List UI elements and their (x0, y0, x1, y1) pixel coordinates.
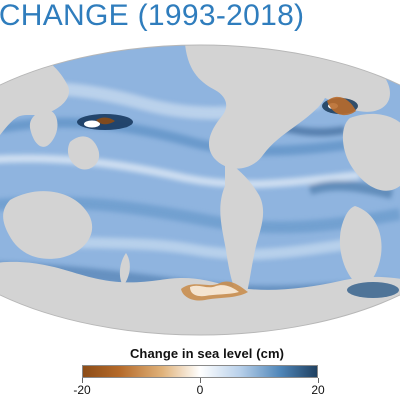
legend-color-bar (82, 365, 318, 378)
indonesia-island (29, 109, 58, 147)
south-america-land (220, 160, 264, 304)
legend-tick-mid (200, 378, 201, 383)
new-guinea-island (67, 136, 100, 170)
figure-title: EL CHANGE (1993-2018) (0, 0, 305, 32)
legend-title: Change in sea level (cm) (129, 346, 285, 361)
north-america-land (185, 45, 327, 169)
europe-africa-land (342, 113, 400, 191)
globe-border (0, 44, 400, 336)
legend-mid-label: 0 (196, 383, 204, 397)
legend-max-label: 20 (311, 383, 325, 397)
legend-bar-frame (82, 365, 318, 378)
africa-south-land (339, 206, 382, 286)
australia-land (3, 191, 93, 259)
new-zealand-island (119, 253, 130, 286)
negative-hotspots (96, 96, 356, 301)
legend-tick-min (82, 378, 83, 383)
legend-tick-max (318, 378, 319, 383)
legend-min-label: -20 (73, 383, 91, 397)
